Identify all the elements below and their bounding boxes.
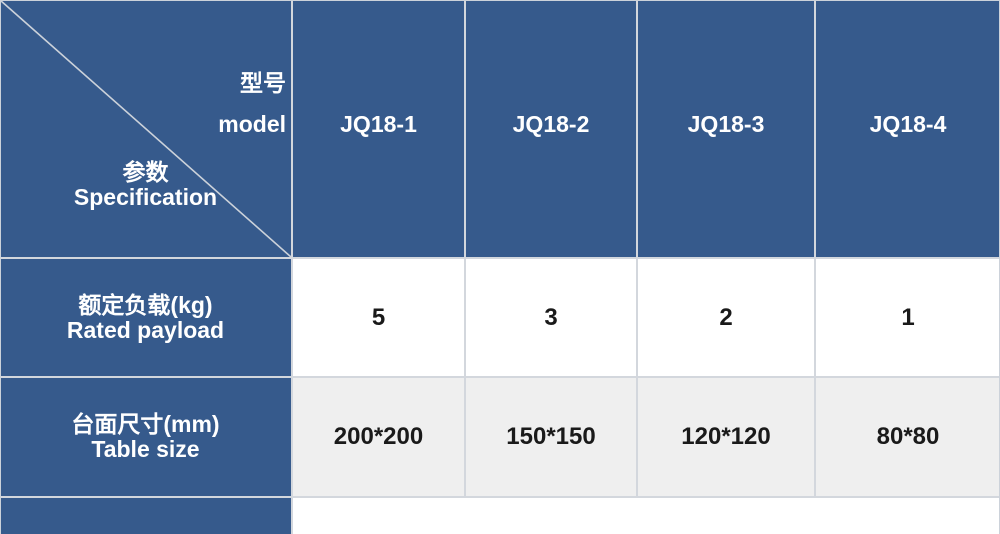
- payload-value-jq18-3: 2: [638, 259, 814, 376]
- row-label-truncated: [0, 498, 291, 534]
- row-label-cn: 额定负载(kg): [78, 291, 213, 318]
- column-header-jq18-4: JQ18-4: [816, 0, 1000, 257]
- diagonal-divider: [0, 0, 291, 257]
- corner-spec-label-cn: 参数: [122, 159, 169, 185]
- column-header-jq18-3: JQ18-3: [638, 0, 814, 257]
- size-value-jq18-3: 120*120: [638, 378, 814, 496]
- corner-model-label-cn: 型号: [240, 70, 286, 96]
- row-label-en: Table size: [91, 436, 200, 462]
- column-header-label: JQ18-1: [340, 111, 417, 137]
- size-value-jq18-4: 80*80: [816, 378, 1000, 496]
- corner-spec-label-en: Specification: [73, 184, 218, 210]
- column-header-label: JQ18-3: [687, 111, 765, 137]
- corner-header-cell: 型号 model 参数 Specification: [0, 0, 291, 257]
- row-label-table-size: 台面尺寸(mm) Table size: [0, 378, 291, 496]
- row-label-cn: 台面尺寸(mm): [71, 411, 220, 437]
- size-value-jq18-1: 200*200: [293, 378, 464, 496]
- column-header-jq18-2: JQ18-2: [466, 0, 636, 257]
- corner-model-label-en: model: [218, 111, 286, 137]
- payload-value-jq18-4: 1: [816, 259, 1000, 376]
- payload-value-jq18-2: 3: [466, 259, 636, 376]
- row-label-rated-payload: 额定负载(kg) Rated payload: [0, 259, 291, 376]
- corner-spec-label: 参数 Specification: [0, 160, 291, 210]
- column-header-jq18-1: JQ18-1: [293, 0, 464, 257]
- column-header-label: JQ18-4: [869, 111, 947, 137]
- truncated-row-cells: [293, 498, 1000, 534]
- row-label-en: Rated payload: [66, 316, 225, 343]
- column-header-label: JQ18-2: [512, 111, 590, 137]
- payload-value-jq18-1: 5: [293, 259, 464, 376]
- size-value-jq18-2: 150*150: [466, 378, 636, 496]
